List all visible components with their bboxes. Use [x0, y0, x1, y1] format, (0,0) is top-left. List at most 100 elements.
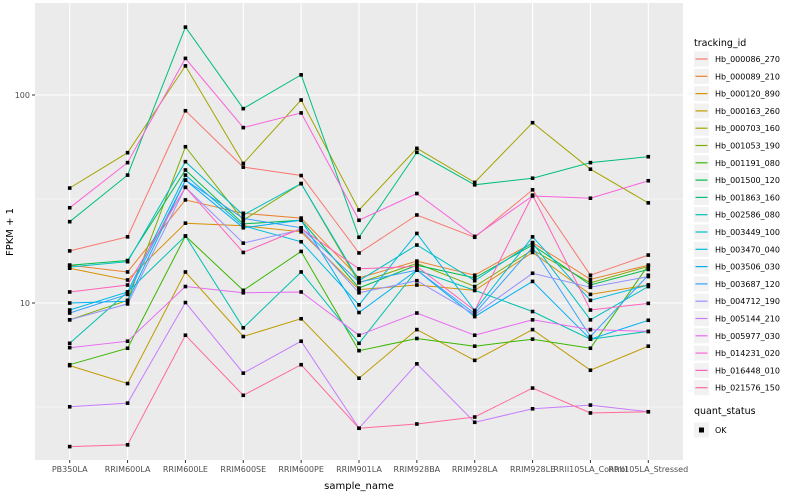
data-point — [472, 312, 477, 317]
data-point — [183, 270, 188, 274]
data-point — [183, 221, 188, 225]
data-point — [588, 285, 593, 290]
data-point — [183, 173, 188, 177]
data-point — [415, 422, 419, 426]
data-point — [472, 278, 477, 283]
data-point — [415, 146, 419, 151]
data-point — [472, 308, 477, 313]
data-point — [530, 279, 535, 284]
data-point — [646, 301, 651, 306]
legend-entry-label: Hb_003470_040 — [715, 245, 780, 254]
legend-entry: Hb_000703_160 — [694, 120, 780, 136]
data-point — [125, 278, 130, 282]
legend-entry-label: Hb_001863_160 — [715, 193, 780, 202]
data-point — [588, 327, 593, 332]
legend-entry-label: Hb_004712_190 — [715, 297, 780, 306]
data-point — [357, 341, 361, 346]
legend-entry-label: Hb_016448_010 — [715, 366, 780, 375]
data-point — [183, 178, 188, 182]
data-point — [588, 337, 593, 341]
legend-entry: Hb_001053_190 — [694, 138, 780, 153]
data-point — [530, 327, 535, 332]
data-point — [183, 144, 188, 149]
data-point — [472, 358, 477, 363]
data-point — [357, 310, 361, 315]
data-point — [415, 336, 419, 341]
data-point — [67, 444, 72, 449]
legend-entry: Hb_001191_080 — [694, 155, 780, 171]
data-point — [241, 325, 246, 330]
data-point — [415, 264, 419, 269]
data-point — [357, 348, 361, 353]
data-point — [588, 160, 593, 165]
data-point — [588, 292, 593, 297]
x-tick-label: RRIM928BA — [394, 465, 441, 474]
legend-entry-label: Hb_021576_150 — [715, 384, 780, 393]
shape-legend-title: quant_status — [694, 406, 756, 417]
legend-entry-label: OK — [715, 426, 727, 435]
legend-entry: Hb_003687_120 — [694, 276, 780, 292]
data-point — [415, 311, 419, 315]
data-point — [299, 216, 303, 220]
legend-entry-label: Hb_000086_270 — [715, 55, 780, 64]
data-point — [530, 271, 535, 276]
data-point — [646, 267, 651, 272]
legend-entry: Hb_003449_100 — [694, 224, 780, 240]
data-point — [67, 362, 72, 367]
data-point — [472, 420, 477, 425]
legend-entry: Hb_000086_270 — [694, 51, 780, 67]
data-point — [530, 318, 535, 322]
data-point — [241, 334, 246, 339]
legend-entry-label: Hb_001500_120 — [715, 176, 780, 185]
data-point — [67, 341, 72, 346]
data-point — [530, 245, 535, 250]
data-point — [299, 111, 303, 115]
data-point — [415, 191, 419, 196]
x-axis-title: sample_name — [324, 481, 394, 492]
data-point — [588, 318, 593, 322]
data-point — [472, 344, 477, 348]
data-point — [125, 259, 130, 264]
data-point — [530, 250, 535, 255]
data-point — [588, 283, 593, 287]
data-point — [472, 333, 477, 338]
legend-entry: Hb_021576_150 — [694, 380, 780, 396]
data-point — [472, 284, 477, 289]
data-point — [125, 290, 130, 294]
data-point — [415, 231, 419, 236]
x-tick-label: RRIM928LE — [510, 465, 555, 474]
data-point — [646, 201, 651, 205]
data-point — [530, 243, 535, 247]
data-point — [299, 229, 303, 234]
legend-entry: Hb_002586_080 — [694, 207, 780, 223]
legend-entry-label: Hb_000089_210 — [715, 72, 780, 81]
data-point — [299, 290, 303, 294]
data-point — [67, 219, 72, 224]
data-point — [183, 159, 188, 164]
data-point — [183, 284, 188, 289]
data-point — [299, 226, 303, 231]
data-point — [530, 193, 535, 197]
data-point — [588, 411, 593, 415]
data-point — [588, 334, 593, 339]
data-point — [472, 183, 477, 187]
data-point — [241, 225, 246, 230]
data-point — [415, 243, 419, 247]
x-tick-label: RRII105LA_Control — [553, 465, 627, 474]
legend-key-point-icon — [699, 427, 704, 433]
legend-entry-label: Hb_005977_030 — [715, 332, 780, 341]
data-point — [183, 333, 188, 338]
data-point — [646, 263, 651, 267]
data-point — [241, 250, 246, 255]
data-point — [125, 381, 130, 386]
legend-entry-label: Hb_001053_190 — [715, 142, 780, 151]
data-point — [183, 25, 188, 29]
data-point — [241, 393, 246, 398]
data-point — [646, 283, 651, 287]
data-point — [357, 333, 361, 338]
data-point — [357, 286, 361, 290]
data-point — [646, 329, 651, 334]
data-point — [588, 277, 593, 282]
data-point — [183, 185, 188, 190]
